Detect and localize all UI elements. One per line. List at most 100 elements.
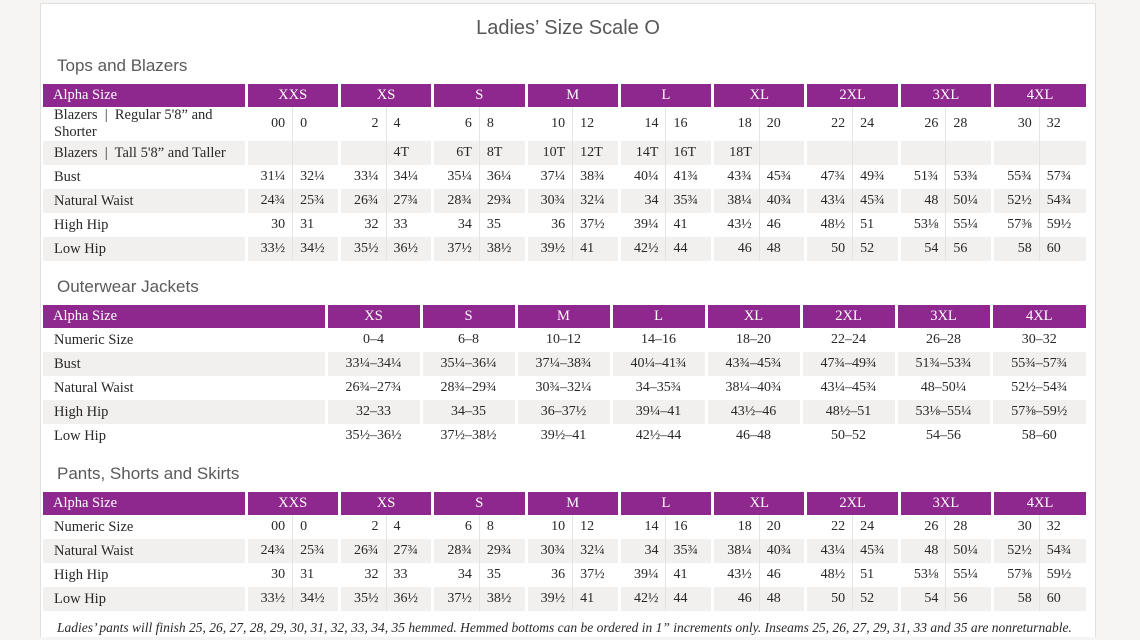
document-page: Ladies’ Size Scale O Tops and Blazers Al…	[40, 3, 1096, 637]
size-cell	[244, 141, 293, 165]
size-cell: 22	[804, 107, 853, 141]
size-column-header: S	[431, 84, 526, 107]
size-cell: 36½	[385, 237, 433, 261]
row-label: Natural Waist	[43, 189, 247, 213]
size-cell: 51	[852, 213, 900, 237]
size-cell: 48½–51	[799, 400, 896, 424]
size-cell: 32	[1038, 107, 1086, 141]
size-cell: 00	[244, 515, 293, 539]
table-row: High Hip 30 31 32 33 34 35 36 37½ 39¼ 41 43½ 46 48½ 51…	[43, 213, 1086, 237]
size-cell: 37¼	[524, 165, 573, 189]
size-cell: 41	[572, 237, 620, 261]
size-column-header: 4XL	[991, 84, 1086, 107]
size-cell: 39¼–41	[609, 400, 706, 424]
size-cell: 48½	[804, 213, 853, 237]
size-cell: 50¼	[945, 189, 993, 213]
size-cell: 26¾	[337, 189, 386, 213]
size-cell	[852, 141, 900, 165]
row-label: Natural Waist	[43, 376, 326, 400]
size-cell: 25¾	[292, 539, 340, 563]
size-cell: 52	[852, 237, 900, 261]
size-cell: 48–50¼	[894, 376, 991, 400]
size-cell: 34	[431, 213, 480, 237]
size-column-header: S	[419, 305, 516, 328]
size-cell: 33	[385, 563, 433, 587]
size-cell: 00	[244, 107, 293, 141]
size-cell: 53¾	[945, 165, 993, 189]
size-cell: 37½	[431, 587, 480, 611]
size-cell: 29¾	[478, 189, 526, 213]
size-cell: 41	[665, 213, 713, 237]
section-outerwear-jackets: Outerwear Jackets Alpha Size XS S M L XL 2XL 3X…	[41, 276, 1095, 448]
size-table: Alpha Size XS S M L XL 2XL 3XL 4XL Numeric Size 0–…	[43, 305, 1086, 448]
size-cell: 30	[244, 563, 293, 587]
size-column-header: M	[514, 305, 611, 328]
size-cell: 30¾–32¼	[514, 376, 611, 400]
row-label: Low Hip	[43, 424, 326, 448]
size-table-container: Alpha Size XXS XS S M L XL 2XL 3XL 4XL Blazers | R…	[43, 84, 1095, 261]
size-cell: 46	[711, 587, 760, 611]
row-label: Bust	[43, 352, 326, 376]
size-cell: 58–60	[989, 424, 1086, 448]
size-column-header: 2XL	[799, 305, 896, 328]
size-cell: 35¼–36¼	[419, 352, 516, 376]
size-cell	[337, 141, 386, 165]
size-cell: 10	[524, 515, 573, 539]
size-column-header: 4XL	[991, 492, 1086, 515]
size-cell: 39½–41	[514, 424, 611, 448]
size-cell: 28¾	[431, 189, 480, 213]
size-table-container: Alpha Size XS S M L XL 2XL 3XL 4XL Numeric Size 0–…	[43, 305, 1095, 448]
size-cell: 10	[524, 107, 573, 141]
size-cell: 38½	[478, 237, 526, 261]
size-column-header: XL	[711, 84, 806, 107]
size-cell: 35½	[337, 587, 386, 611]
size-cell: 39¼	[617, 213, 666, 237]
page-title: Ladies’ Size Scale O	[476, 17, 660, 39]
size-cell: 48	[897, 539, 946, 563]
row-label: High Hip	[43, 563, 247, 587]
size-cell: 39¼	[617, 563, 666, 587]
size-cell: 41	[665, 563, 713, 587]
size-cell: 35¾	[665, 539, 713, 563]
size-cell: 22–24	[799, 328, 896, 352]
size-cell: 20	[758, 515, 806, 539]
size-cell: 45¾	[852, 189, 900, 213]
size-cell: 48	[897, 189, 946, 213]
size-cell: 54	[897, 587, 946, 611]
size-cell: 55¼	[945, 213, 993, 237]
size-cell: 29¾	[478, 539, 526, 563]
size-cell: 60	[1038, 587, 1086, 611]
size-cell: 4	[385, 515, 433, 539]
size-cell: 39½	[524, 587, 573, 611]
row-label: High Hip	[43, 213, 247, 237]
size-cell: 46	[758, 563, 806, 587]
size-cell: 52½–54¾	[989, 376, 1086, 400]
size-cell: 34	[617, 539, 666, 563]
size-cell: 32	[1038, 515, 1086, 539]
size-cell: 28¾	[431, 539, 480, 563]
size-table-container: Alpha Size XXS XS S M L XL 2XL 3XL 4XL Numeric Siz…	[43, 492, 1095, 611]
table-row: High Hip 30 31 32 33 34 35 36 37½ 39¼ 41 43½ 46 48½ 51…	[43, 563, 1086, 587]
size-cell: 34–35¾	[609, 376, 706, 400]
size-cell: 16T	[665, 141, 713, 165]
size-cell: 48½	[804, 563, 853, 587]
table-row: Bust 33¼–34¼ 35¼–36¼ 37¼–38¾ 40¼–41¾ 43¾–45¾ 4…	[43, 352, 1086, 376]
size-cell: 45¾	[758, 165, 806, 189]
size-cell: 12	[572, 107, 620, 141]
table-row: Low Hip 33½ 34½ 35½ 36½ 37½ 38½ 39½ 41 42½ 44 46 48 5…	[43, 237, 1086, 261]
size-cell: 45¾	[852, 539, 900, 563]
table-row: Natural Waist 24¾ 25¾ 26¾ 27¾ 28¾ 29¾ 30¾ 32¼ 34 3…	[43, 539, 1086, 563]
size-column-header: 3XL	[894, 305, 991, 328]
size-column-header: 2XL	[804, 492, 900, 515]
size-column-header: M	[524, 84, 620, 107]
size-cell: 16	[665, 107, 713, 141]
size-cell: 37¼–38¾	[514, 352, 611, 376]
size-cell: 51	[852, 563, 900, 587]
size-cell: 42½	[617, 237, 666, 261]
size-table: Alpha Size XXS XS S M L XL 2XL 3XL 4XL Blazers | R…	[43, 84, 1086, 261]
size-column-header: XS	[337, 492, 433, 515]
table-row: Numeric Size 0–4 6–8 10–12 14–16 18–20 22–24 26…	[43, 328, 1086, 352]
size-cell: 38¼	[711, 539, 760, 563]
size-cell: 18–20	[704, 328, 801, 352]
size-cell: 35	[478, 563, 526, 587]
